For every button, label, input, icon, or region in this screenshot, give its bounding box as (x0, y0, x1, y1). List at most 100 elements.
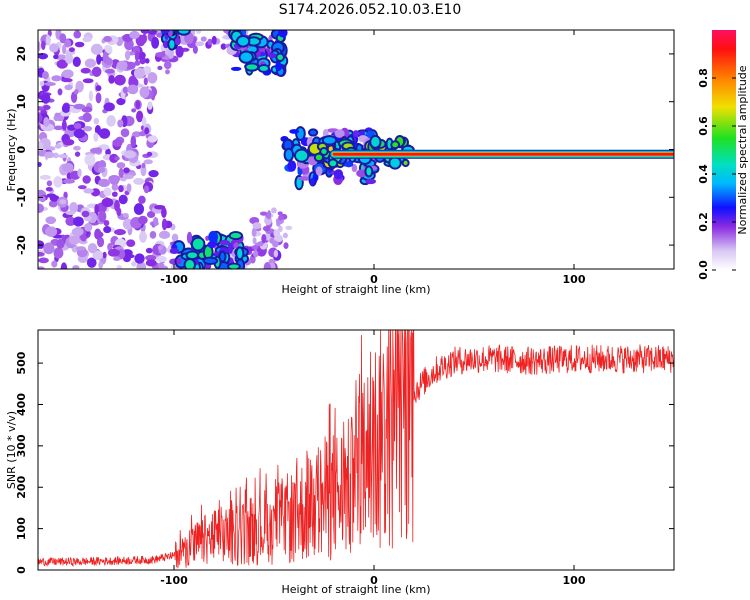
spectrogram-cell (56, 59, 68, 69)
spectrogram-cell (309, 130, 317, 135)
spectrogram-cell (38, 161, 42, 167)
y-tick-label: 300 (15, 434, 28, 457)
spectrogram-cell (116, 60, 128, 71)
spectrogram-cell (54, 112, 61, 118)
spectrogram-cell (93, 117, 100, 125)
spectrogram-cell (48, 200, 58, 208)
spectrogram-cell (91, 66, 102, 77)
spectrogram-cell (68, 235, 81, 245)
spectrogram-cell (160, 30, 170, 34)
spectrogram-cell (282, 232, 288, 239)
spectrogram-cell (84, 154, 96, 166)
spectrogram-cell (252, 222, 262, 230)
spectrogram-cell (315, 154, 323, 161)
spectrogram-cell (267, 210, 272, 220)
spectrogram-cell (252, 250, 259, 258)
spectrogram-cell (65, 216, 76, 227)
spectrogram-cell (56, 238, 65, 249)
spectrogram-cell (73, 128, 86, 139)
spectrogram-cell (333, 169, 344, 180)
x-tick-label: 0 (370, 574, 378, 587)
spectrogram-cell (185, 259, 195, 269)
spectrogram-cell (53, 125, 64, 131)
y-tick-label: 20 (15, 46, 28, 62)
spectrogram-cell (148, 170, 159, 178)
spectrogram-cell (75, 246, 86, 251)
spectrogram-cell (44, 151, 55, 159)
spectrogram-cell (68, 47, 75, 53)
snr-x-label: Height of straight line (km) (281, 583, 430, 596)
spectrogram-cell (45, 187, 53, 192)
spectrogram-cell (163, 61, 172, 70)
spectrogram-cell (248, 38, 260, 45)
colorbar-label: Normalized spectral amplitude (736, 65, 749, 234)
spectrogram-cell (200, 36, 207, 42)
spectrogram-cell (106, 115, 116, 127)
spectrogram-cell (88, 90, 94, 102)
spectrogram-cell (122, 86, 129, 94)
spectrogram-cell (64, 52, 73, 64)
spectrogram-cell (72, 265, 80, 269)
spectrogram-cell (103, 35, 112, 42)
spectrogram-cell (208, 230, 219, 243)
spectrogram-cell (38, 52, 49, 60)
spectrogram-cell (41, 92, 51, 104)
spectrogram-cell (157, 65, 163, 71)
spectrogram-cell (59, 199, 67, 205)
spectrogram-cell (127, 84, 139, 95)
spectrogram-cell (44, 81, 56, 87)
spectrogram-cell (403, 160, 408, 166)
spectrogram-cell (129, 30, 140, 40)
spectrogram-cell (64, 84, 73, 91)
spectrogram-cell (43, 117, 50, 127)
spectrogram-cell (82, 78, 94, 84)
spectrogram-cell (366, 167, 372, 176)
spectrogram-cell (84, 58, 97, 68)
spectrogram-cell (125, 61, 136, 70)
spectrogram-cell (38, 266, 45, 269)
spectrogram-cell (237, 36, 249, 46)
spectrogram-cell (146, 151, 153, 157)
spectrogram-cell (123, 167, 130, 174)
spectrogram-cell (118, 184, 124, 193)
spectrogram-cell (116, 264, 123, 269)
spectrogram-cell (145, 254, 157, 261)
spectrogram-cell (69, 202, 79, 213)
spectrogram-cell (227, 242, 233, 255)
spectrogram-cell (230, 66, 242, 71)
spectrogram-cell (103, 219, 110, 227)
spectrogram-cell (195, 41, 205, 47)
spectrogram-cell (390, 158, 400, 168)
spectrogram-cell (61, 69, 74, 79)
spectrogram-cell (334, 129, 345, 138)
spectrogram-cell (94, 204, 100, 215)
spectrogram-cell (109, 177, 120, 185)
spectrogram-cell (116, 98, 126, 106)
spectrogram-cell (147, 30, 160, 35)
spectrogram-cell (271, 207, 277, 214)
x-tick-label: 0 (370, 273, 378, 286)
spectrogram-cell (98, 178, 110, 188)
spectrogram-cell (237, 248, 243, 259)
spectrogram-cell (285, 149, 293, 160)
spectrogram-cell (283, 242, 289, 250)
spectrogram-cell (151, 36, 160, 49)
spectrogram-cell (118, 194, 128, 205)
spectrogram-cell (52, 152, 59, 159)
spectrogram-cell (352, 130, 359, 138)
spectrogram-cell (144, 58, 150, 64)
spectrogram-cell (103, 102, 115, 112)
spectrogram-cell (53, 176, 63, 188)
spectrogram-cell (344, 161, 354, 168)
spectrogram-cell (220, 43, 227, 50)
spectrogram-cell (204, 258, 217, 264)
spectrogram-cell (39, 195, 46, 203)
spectrogram-cell (117, 119, 124, 128)
spectrogram-cell (134, 50, 140, 62)
spectrogram-cell (92, 250, 104, 261)
spectrogram-cell (272, 240, 279, 248)
snr-axes: -100 0 100 0 100 200 300 400 500 (15, 330, 674, 587)
x-tick-label: 100 (563, 273, 586, 286)
y-tick-label: 500 (15, 351, 28, 374)
spectrogram-cell (169, 39, 175, 49)
